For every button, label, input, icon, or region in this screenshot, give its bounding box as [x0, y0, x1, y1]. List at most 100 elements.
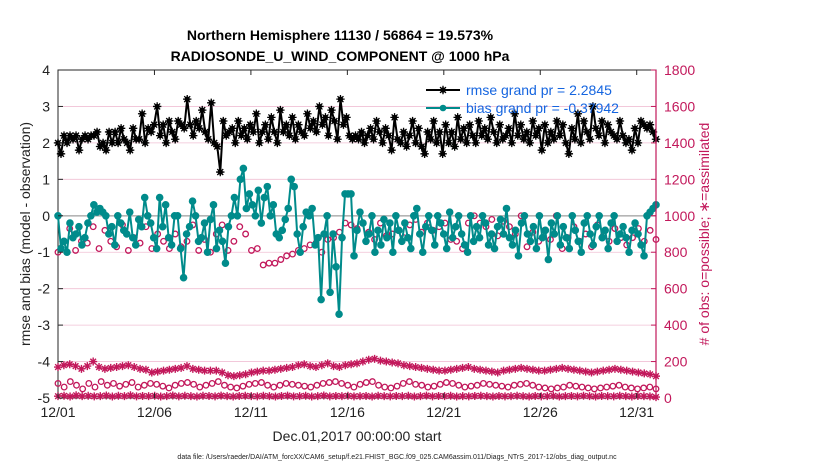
- data-point-star: [393, 135, 402, 144]
- data-point: [580, 219, 589, 227]
- legend-label: bias grand pr = -0.37942: [466, 100, 619, 116]
- data-point: [347, 190, 355, 198]
- obs-count-assimilated: [194, 365, 203, 374]
- data-point: [469, 237, 478, 246]
- y-tick-label: -3: [38, 317, 51, 333]
- data-point: [487, 230, 496, 238]
- data-point-star: [456, 135, 465, 144]
- data-point: [625, 248, 633, 257]
- obs-count-possible: [245, 380, 253, 388]
- data-point-star: [128, 124, 138, 133]
- data-point-star: [137, 109, 147, 118]
- obs-count-assimilated: [106, 363, 115, 372]
- y-tick-label: 0: [42, 208, 50, 224]
- obs-count-possible: [634, 385, 641, 393]
- obs-count-assimilated: [100, 364, 109, 373]
- data-point: [532, 244, 541, 253]
- data-point-star: [152, 102, 162, 111]
- data-point: [386, 219, 394, 227]
- obs-count-assimilated: [627, 392, 636, 401]
- data-point-star: [375, 127, 384, 137]
- data-point: [323, 211, 331, 220]
- obs-count-assimilated: [78, 392, 87, 401]
- data-point-star: [426, 135, 435, 144]
- y-right-tick-label: 600: [664, 281, 688, 297]
- data-point: [496, 215, 505, 224]
- obs-count-assimilated: [153, 367, 162, 376]
- obs-count-assimilated: [368, 392, 377, 401]
- data-point-star: [354, 135, 363, 144]
- data-point-star: [648, 127, 658, 137]
- data-point-star: [387, 145, 396, 155]
- obs-count-assimilated: [633, 392, 642, 400]
- data-point-star: [228, 124, 237, 133]
- obs-count-possible: [523, 243, 531, 251]
- data-point: [365, 230, 373, 238]
- data-point-star: [342, 113, 351, 122]
- data-point: [314, 233, 322, 242]
- data-point-star: [171, 135, 180, 144]
- data-point-star: [92, 127, 102, 137]
- obs-count-assimilated: [349, 392, 358, 401]
- data-point-star: [186, 120, 195, 129]
- x-tick-label: 12/21: [426, 404, 461, 420]
- obs-count-possible: [331, 378, 339, 386]
- obs-count-possible: [418, 381, 426, 389]
- data-point: [281, 215, 290, 224]
- obs-count-assimilated: [417, 363, 426, 372]
- obs-count-assimilated: [229, 392, 238, 401]
- data-point-star: [522, 127, 531, 137]
- data-point: [164, 233, 173, 242]
- obs-count-assimilated: [229, 372, 238, 381]
- obs-count-possible: [523, 379, 530, 387]
- data-point: [299, 222, 307, 231]
- obs-count-assimilated: [192, 392, 201, 401]
- data-point: [215, 226, 224, 235]
- data-point-star: [158, 120, 168, 129]
- data-point-star: [384, 131, 393, 140]
- obs-count-assimilated: [452, 392, 461, 401]
- obs-count-assimilated: [118, 362, 127, 371]
- obs-count-possible: [85, 379, 93, 387]
- data-point: [338, 233, 346, 242]
- data-point: [75, 222, 83, 231]
- data-point: [466, 211, 475, 220]
- obs-count-assimilated: [386, 392, 395, 401]
- obs-count-assimilated: [476, 391, 485, 400]
- data-point-star: [140, 138, 150, 148]
- obs-count-assimilated: [66, 392, 75, 401]
- obs-count-assimilated: [60, 391, 69, 400]
- data-point-star: [345, 131, 354, 140]
- obs-count-possible: [97, 378, 105, 386]
- data-point-star: [423, 127, 432, 137]
- data-point-star: [207, 98, 216, 107]
- data-point: [523, 230, 532, 238]
- obs-count-assimilated: [552, 364, 561, 373]
- obs-count-assimilated: [217, 391, 226, 400]
- obs-count-assimilated: [476, 365, 485, 374]
- data-point-star: [441, 120, 450, 129]
- data-point: [125, 208, 134, 216]
- obs-count-assimilated: [165, 365, 174, 374]
- obs-count-assimilated: [241, 391, 250, 400]
- data-point-star: [318, 120, 327, 129]
- obs-count-possible: [547, 385, 555, 393]
- data-point-star: [597, 116, 607, 126]
- data-point-star: [231, 138, 240, 148]
- obs-count-assimilated: [317, 361, 326, 370]
- series-assimilated-low: [54, 391, 660, 402]
- data-point: [212, 244, 221, 253]
- data-point: [622, 233, 630, 242]
- obs-count-assimilated: [353, 359, 361, 368]
- obs-count-assimilated: [147, 368, 156, 377]
- data-point: [451, 222, 460, 231]
- obs-count-assimilated: [186, 392, 195, 401]
- obs-count-assimilated: [499, 366, 508, 375]
- data-point: [197, 233, 206, 242]
- data-point-star: [336, 94, 345, 104]
- obs-count-assimilated: [622, 366, 631, 375]
- obs-count-possible: [560, 383, 567, 391]
- obs-count-assimilated: [446, 391, 455, 400]
- data-point-star: [513, 131, 522, 140]
